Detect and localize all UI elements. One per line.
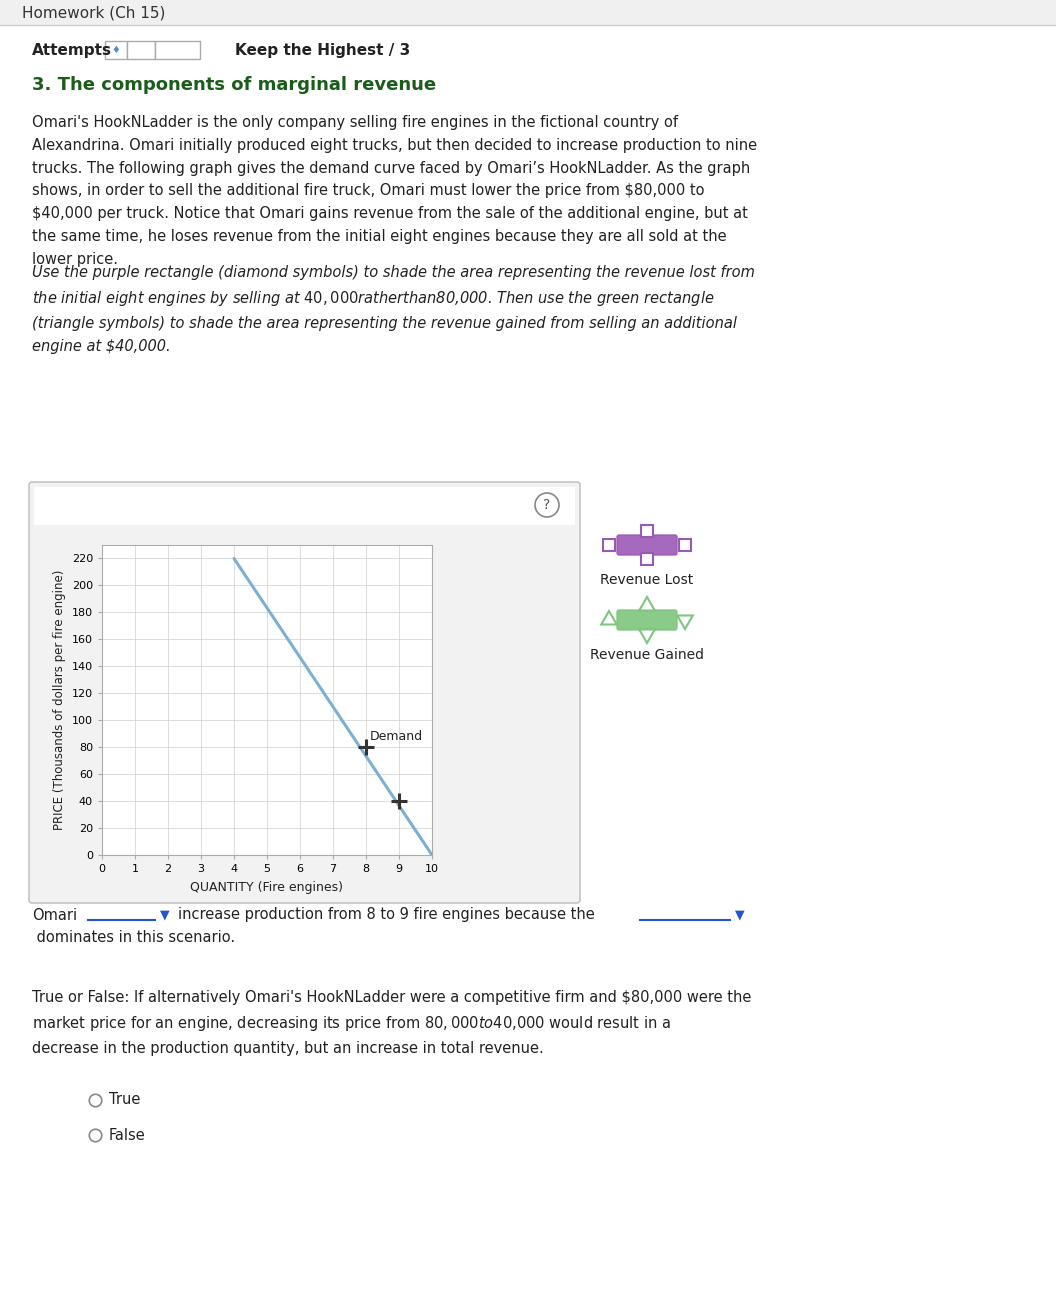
Text: ?: ? [544,498,550,512]
FancyBboxPatch shape [617,610,677,630]
Y-axis label: PRICE (Thousands of dollars per fire engine): PRICE (Thousands of dollars per fire eng… [53,570,67,831]
Text: True: True [109,1093,140,1107]
FancyBboxPatch shape [127,41,155,59]
X-axis label: QUANTITY (Fire engines): QUANTITY (Fire engines) [190,880,343,893]
Text: Revenue Gained: Revenue Gained [590,648,704,662]
Text: Attempts: Attempts [32,42,112,58]
Text: Keep the Highest / 3: Keep the Highest / 3 [235,42,410,58]
Text: False: False [109,1128,146,1142]
Text: ▼: ▼ [735,909,744,921]
FancyBboxPatch shape [29,482,580,903]
Text: Omari's HookNLadder is the only company selling fire engines in the fictional co: Omari's HookNLadder is the only company … [32,115,757,267]
Text: 3. The components of marginal revenue: 3. The components of marginal revenue [32,76,436,94]
Text: True or False: If alternatively Omari's HookNLadder were a competitive firm and : True or False: If alternatively Omari's … [32,990,752,1056]
Text: Homework (Ch 15): Homework (Ch 15) [22,5,166,21]
Text: ♦: ♦ [112,45,120,55]
Text: increase production from 8 to 9 fire engines because the: increase production from 8 to 9 fire eng… [178,908,595,922]
Text: ▼: ▼ [161,909,170,921]
FancyBboxPatch shape [105,41,127,59]
Text: Use the purple rectangle (diamond symbols) to shade the area representing the re: Use the purple rectangle (diamond symbol… [32,265,755,354]
Text: dominates in this scenario.: dominates in this scenario. [32,930,235,945]
Text: Demand: Demand [370,730,422,743]
FancyBboxPatch shape [155,41,200,59]
FancyBboxPatch shape [617,534,677,555]
Text: Omari: Omari [32,908,77,922]
Circle shape [535,493,559,517]
Bar [0,0,1056,25]
Bar [34,487,576,525]
Text: Revenue Lost: Revenue Lost [601,572,694,587]
